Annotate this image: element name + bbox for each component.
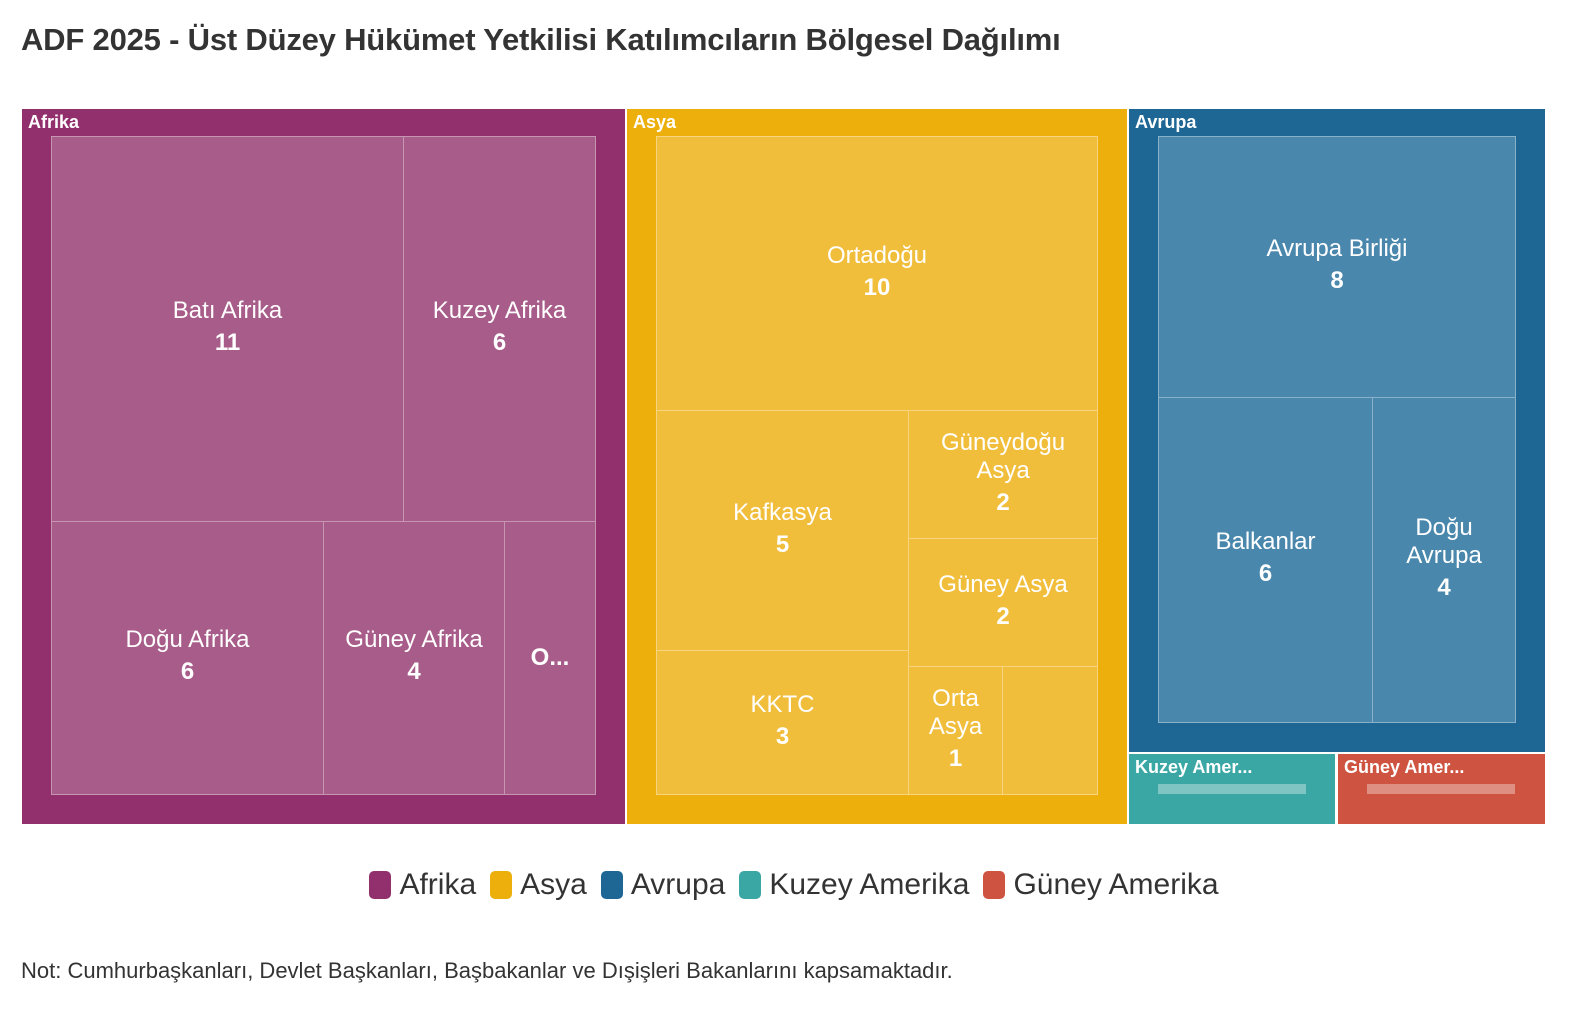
leaf-label: Doğu Avrupa: [1406, 514, 1482, 569]
leaf-guneydogu-asya[interactable]: Güneydoğu Asya 2: [908, 410, 1098, 539]
region-label-guney-amerika: Güney Amer...: [1344, 757, 1465, 777]
leaf-afrika-other[interactable]: O...: [504, 521, 596, 795]
legend-label: Kuzey Amerika: [769, 868, 970, 901]
leaf-kafkasya[interactable]: Kafkasya 5: [656, 410, 909, 651]
footnote: Not: Cumhurbaşkanları, Devlet Başkanları…: [21, 958, 953, 983]
leaf-label: O...: [530, 644, 570, 671]
leaf-value: 8: [1330, 267, 1344, 294]
leaf-label: Ortadoğu: [826, 241, 928, 269]
leaf-kuzey-afrika[interactable]: Kuzey Afrika 6: [403, 136, 596, 522]
region-label-avrupa: Avrupa: [1135, 112, 1197, 132]
legend-swatch: [600, 871, 623, 899]
leaf-kktc[interactable]: KKTC 3: [656, 650, 909, 795]
legend-item-afrika[interactable]: Afrika: [369, 868, 476, 902]
region-label-asya: Asya: [633, 112, 677, 132]
leaf-label: Kafkasya: [733, 498, 832, 526]
chart-title: ADF 2025 - Üst Düzey Hükümet Yetkilisi K…: [21, 22, 1061, 57]
kuzey-amerika-inner-bar: [1158, 784, 1306, 794]
legend-item-asya[interactable]: Asya: [490, 868, 587, 902]
leaf-value: 11: [214, 329, 241, 356]
legend-item-kuzey-amerika[interactable]: Kuzey Amerika: [739, 868, 969, 902]
leaf-bati-afrika[interactable]: Batı Afrika 11: [51, 136, 404, 522]
region-label-afrika: Afrika: [28, 112, 80, 132]
leaf-label: Kuzey Afrika: [432, 297, 567, 324]
guney-amerika-inner-bar: [1367, 784, 1515, 794]
leaf-label: Güney Asya: [938, 570, 1068, 598]
leaf-label: Güneydoğu Asya: [940, 428, 1066, 484]
leaf-value: 6: [492, 329, 507, 356]
leaf-value: 4: [1437, 574, 1451, 601]
leaf-label: Doğu Afrika: [125, 626, 250, 653]
leaf-value: 4: [407, 658, 421, 685]
leaf-value: 10: [863, 273, 891, 301]
leaf-value: 6: [1258, 560, 1273, 587]
leaf-guney-afrika[interactable]: Güney Afrika 4: [323, 521, 505, 795]
leaf-value: 2: [996, 602, 1010, 630]
leaf-value: 5: [775, 530, 790, 558]
leaf-label: Balkanlar: [1215, 528, 1316, 555]
leaf-value: 6: [180, 658, 195, 685]
leaf-value: 3: [775, 722, 790, 750]
legend-label: Afrika: [399, 868, 477, 901]
leaf-label: Avrupa Birliği: [1266, 235, 1408, 262]
region-label-kuzey-amerika: Kuzey Amer...: [1135, 757, 1253, 777]
leaf-value: 1: [948, 744, 963, 772]
leaf-label: Güney Afrika: [345, 626, 483, 653]
leaf-asya-other[interactable]: [1002, 666, 1098, 795]
legend-swatch: [983, 871, 1006, 899]
legend-swatch: [739, 871, 762, 899]
legend-swatch: [369, 871, 392, 899]
legend-swatch: [490, 871, 513, 899]
leaf-label: Batı Afrika: [172, 297, 283, 324]
leaf-orta-asya[interactable]: Orta Asya 1: [908, 666, 1003, 795]
region-kuzey-amerika[interactable]: Kuzey Amer...: [1129, 754, 1335, 824]
leaf-ortadogu[interactable]: Ortadoğu 10: [656, 136, 1098, 411]
leaf-label: Orta Asya: [928, 684, 983, 740]
legend: Afrika Asya Avrupa Kuzey Amerika Güney A…: [0, 868, 1588, 902]
legend-item-guney-amerika[interactable]: Güney Amerika: [983, 868, 1219, 902]
legend-label: Asya: [520, 868, 587, 901]
leaf-guney-asya[interactable]: Güney Asya 2: [908, 538, 1098, 667]
legend-label: Güney Amerika: [1013, 868, 1219, 901]
leaf-dogu-avrupa[interactable]: Doğu Avrupa 4: [1372, 397, 1516, 723]
leaf-value: 2: [996, 488, 1010, 516]
leaf-dogu-afrika[interactable]: Doğu Afrika 6: [51, 521, 324, 795]
legend-item-avrupa[interactable]: Avrupa: [600, 868, 726, 902]
leaf-balkanlar[interactable]: Balkanlar 6: [1158, 397, 1373, 723]
leaf-label: KKTC: [750, 690, 815, 718]
legend-label: Avrupa: [630, 868, 726, 901]
region-guney-amerika[interactable]: Güney Amer...: [1338, 754, 1545, 824]
leaf-avrupa-birligi[interactable]: Avrupa Birliği 8: [1158, 136, 1516, 398]
